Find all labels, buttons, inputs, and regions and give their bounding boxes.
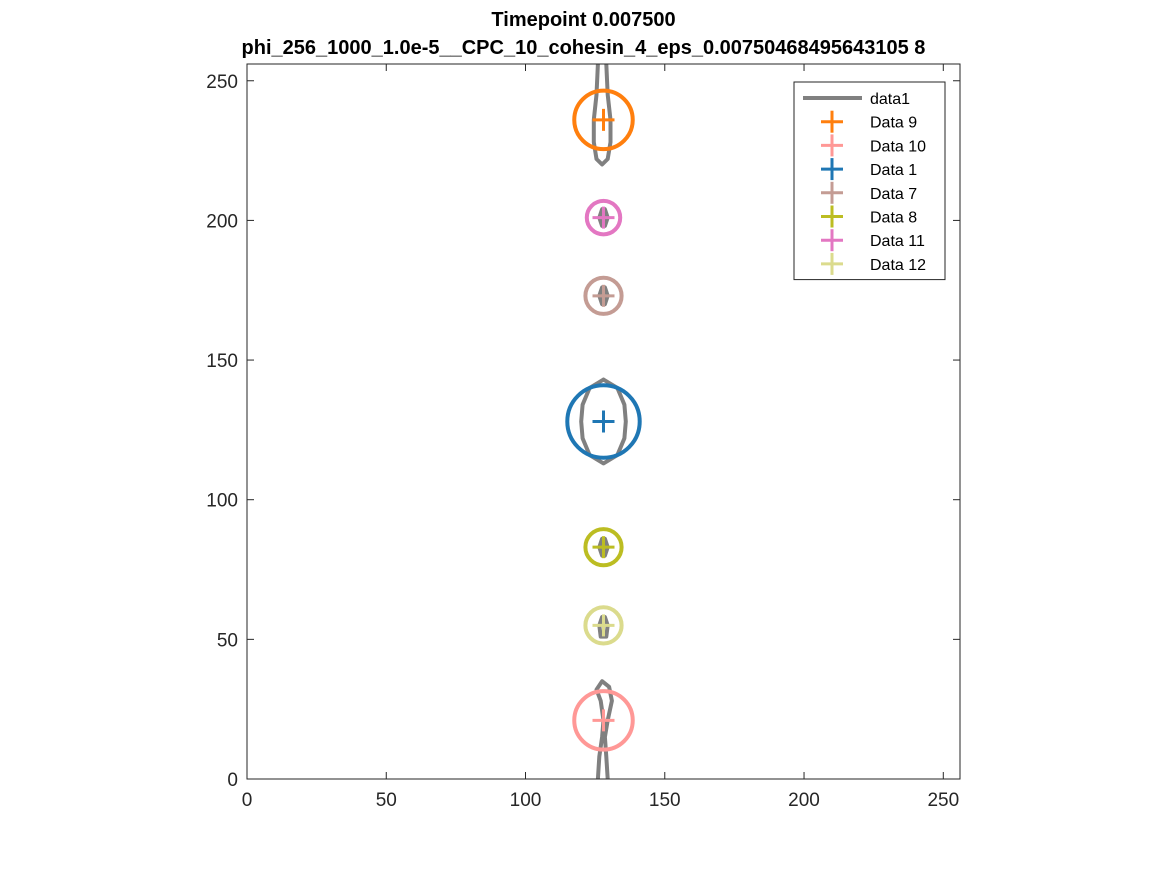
data-12-circle	[583, 605, 624, 646]
data-10-plus-marker	[592, 709, 615, 732]
x-tick-label-150: 150	[649, 790, 681, 811]
contour-line-1	[591, 64, 613, 167]
contour-line-4	[579, 377, 628, 466]
legend-label-data-11: Data 11	[870, 233, 925, 250]
data-8-circle	[583, 527, 624, 568]
legend-marker-data-1	[821, 158, 843, 181]
legend: data1 Data 9 Data 10 Data 1 Data 7 Data 8 Data…	[793, 81, 946, 281]
legend-marker-data-9	[821, 110, 843, 133]
axes-box	[246, 63, 961, 780]
y-tick-label-0: 0	[227, 770, 238, 791]
data-7-plus-marker	[592, 284, 615, 307]
y-tick-label-150: 150	[206, 351, 238, 372]
data-11-plus-marker	[592, 206, 615, 229]
axis-ticks: 0 50 100 150 200 250 0 50 100 150 200 250	[206, 64, 960, 811]
data-9-circle	[572, 88, 635, 152]
data-1-circle	[565, 383, 642, 460]
legend-marker-data-12	[821, 252, 843, 275]
y-tick-label-250: 250	[206, 72, 238, 93]
y-tick-label-200: 200	[206, 211, 238, 232]
legend-box	[793, 81, 946, 281]
legend-marker-data-10	[821, 134, 843, 157]
legend-label-data-9: Data 9	[870, 115, 917, 132]
legend-label-data-8: Data 8	[870, 210, 917, 227]
legend-label-data-7: Data 7	[870, 186, 917, 203]
y-tick-label-50: 50	[217, 630, 238, 651]
data-12-plus-marker	[592, 614, 615, 637]
x-tick-label-100: 100	[510, 790, 542, 811]
contour-line-7	[594, 679, 614, 779]
x-tick-label-200: 200	[788, 790, 820, 811]
legend-label-data-10: Data 10	[870, 138, 926, 155]
markers	[565, 88, 642, 752]
data-8-plus-marker	[592, 536, 615, 559]
legend-label-data-12: Data 12	[870, 257, 926, 274]
data-7-circle	[583, 275, 624, 316]
axes-frame	[246, 63, 961, 780]
data-10-circle	[572, 689, 635, 752]
data-9-plus-marker	[592, 108, 615, 131]
x-tick-label-250: 250	[927, 790, 959, 811]
x-tick-label-0: 0	[242, 790, 253, 811]
legend-label-data1: data1	[870, 91, 910, 108]
chart-subtitle: phi_256_1000_1.0e-5__CPC_10_cohesin_4_ep…	[241, 37, 926, 59]
data-1-plus-marker	[592, 410, 615, 433]
y-tick-label-100: 100	[206, 491, 238, 512]
legend-label-data-1: Data 1	[870, 162, 917, 179]
data-11-circle	[584, 198, 623, 237]
x-tick-label-50: 50	[376, 790, 397, 811]
chart-title: Timepoint 0.007500	[491, 9, 676, 31]
legend-marker-data-7	[821, 181, 843, 204]
legend-marker-data-8	[821, 205, 843, 228]
legend-marker-data-11	[821, 229, 843, 252]
